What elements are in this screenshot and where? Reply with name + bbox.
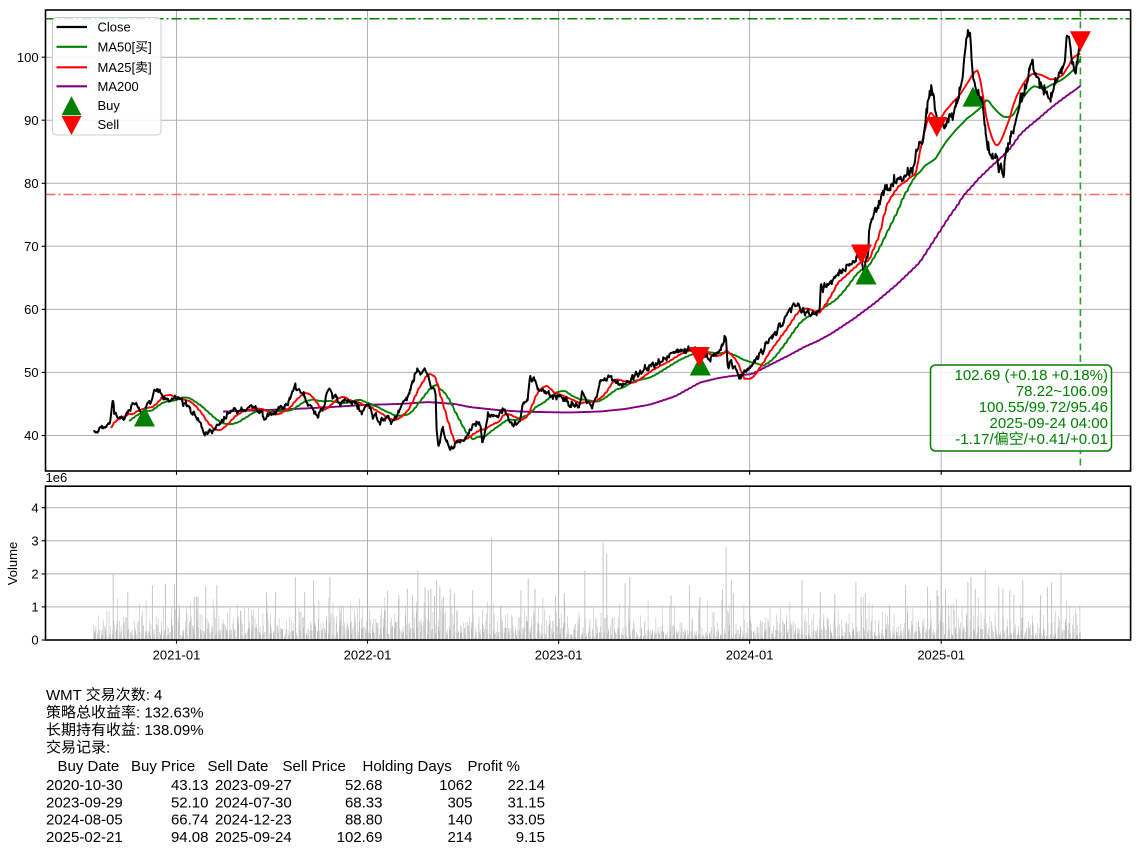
svg-text:2025-09-24 04:00: 2025-09-24 04:00 [990,415,1108,432]
svg-text:2025-09-24: 2025-09-24 [215,829,292,846]
svg-text:78.22~106.09: 78.22~106.09 [1016,383,1108,400]
svg-text:2020-10-30: 2020-10-30 [46,777,123,794]
svg-text:2025-01: 2025-01 [917,648,965,663]
svg-text:Buy: Buy [98,98,121,113]
svg-text:2022-01: 2022-01 [344,648,392,663]
svg-text:1062: 1062 [439,777,472,794]
svg-text:102.69 (+0.18 +0.18%): 102.69 (+0.18 +0.18%) [955,367,1108,384]
svg-text:305: 305 [447,794,472,811]
svg-text:2024-08-05: 2024-08-05 [46,812,123,829]
svg-text:31.15: 31.15 [507,794,545,811]
svg-text:33.05: 33.05 [507,812,545,829]
svg-text:50: 50 [24,365,38,380]
svg-text:Sell Price: Sell Price [283,758,346,775]
svg-text:0: 0 [31,633,38,648]
svg-text:/+0.41/+0.01: /+0.41/+0.01 [1024,431,1108,448]
svg-text:1e6: 1e6 [46,470,68,485]
svg-text:52.10: 52.10 [171,794,209,811]
svg-text:9.15: 9.15 [516,829,545,846]
svg-text:: 138.09%: : 138.09% [136,722,204,739]
svg-text:WMT: WMT [46,687,82,704]
svg-text:Buy Date: Buy Date [58,758,120,775]
svg-text:-1.17/: -1.17/ [955,431,994,448]
svg-text:43.13: 43.13 [171,777,209,794]
svg-text:2024-12-23: 2024-12-23 [215,812,292,829]
svg-text:2: 2 [31,567,38,582]
svg-text:2023-01: 2023-01 [535,648,583,663]
svg-text:: 132.63%: : 132.63% [136,704,204,721]
svg-text:Sell Date: Sell Date [208,758,269,775]
svg-text::: : [106,739,110,756]
svg-text:66.74: 66.74 [171,812,209,829]
svg-text:90: 90 [24,113,38,128]
svg-text:22.14: 22.14 [507,777,545,794]
svg-text:: 4: : 4 [146,687,163,704]
svg-text:140: 140 [447,812,472,829]
svg-text:94.08: 94.08 [171,829,209,846]
svg-text:214: 214 [447,829,472,846]
svg-text:100: 100 [17,50,39,65]
svg-text:52.68: 52.68 [345,777,383,794]
svg-text:2021-01: 2021-01 [153,648,201,663]
svg-text:88.80: 88.80 [345,812,383,829]
svg-text:Buy Price: Buy Price [131,758,195,775]
svg-text:MA200: MA200 [98,79,139,94]
svg-text:Profit %: Profit % [468,758,521,775]
svg-text:MA50[: MA50[ [98,39,136,54]
svg-text:2023-09-27: 2023-09-27 [215,777,292,794]
svg-text:1: 1 [31,600,38,615]
svg-text:40: 40 [24,428,38,443]
svg-text:100.55/99.72/95.46: 100.55/99.72/95.46 [979,399,1108,416]
svg-text:MA25[: MA25[ [98,60,136,75]
svg-text:]: ] [148,39,152,54]
svg-text:2025-02-21: 2025-02-21 [46,829,123,846]
svg-text:70: 70 [24,239,38,254]
svg-text:68.33: 68.33 [345,794,383,811]
svg-text:2024-07-30: 2024-07-30 [215,794,292,811]
svg-text:4: 4 [31,500,38,515]
svg-text:Close: Close [98,20,131,35]
svg-text:60: 60 [24,302,38,317]
svg-text:2024-01: 2024-01 [726,648,774,663]
svg-text:Holding Days: Holding Days [363,758,452,775]
svg-text:2023-09-29: 2023-09-29 [46,794,123,811]
svg-text:Sell: Sell [98,117,120,132]
svg-text:Volume: Volume [5,542,20,585]
svg-text:102.69: 102.69 [337,829,383,846]
svg-text:]: ] [148,60,152,75]
svg-text:3: 3 [31,533,38,548]
svg-text:80: 80 [24,176,38,191]
